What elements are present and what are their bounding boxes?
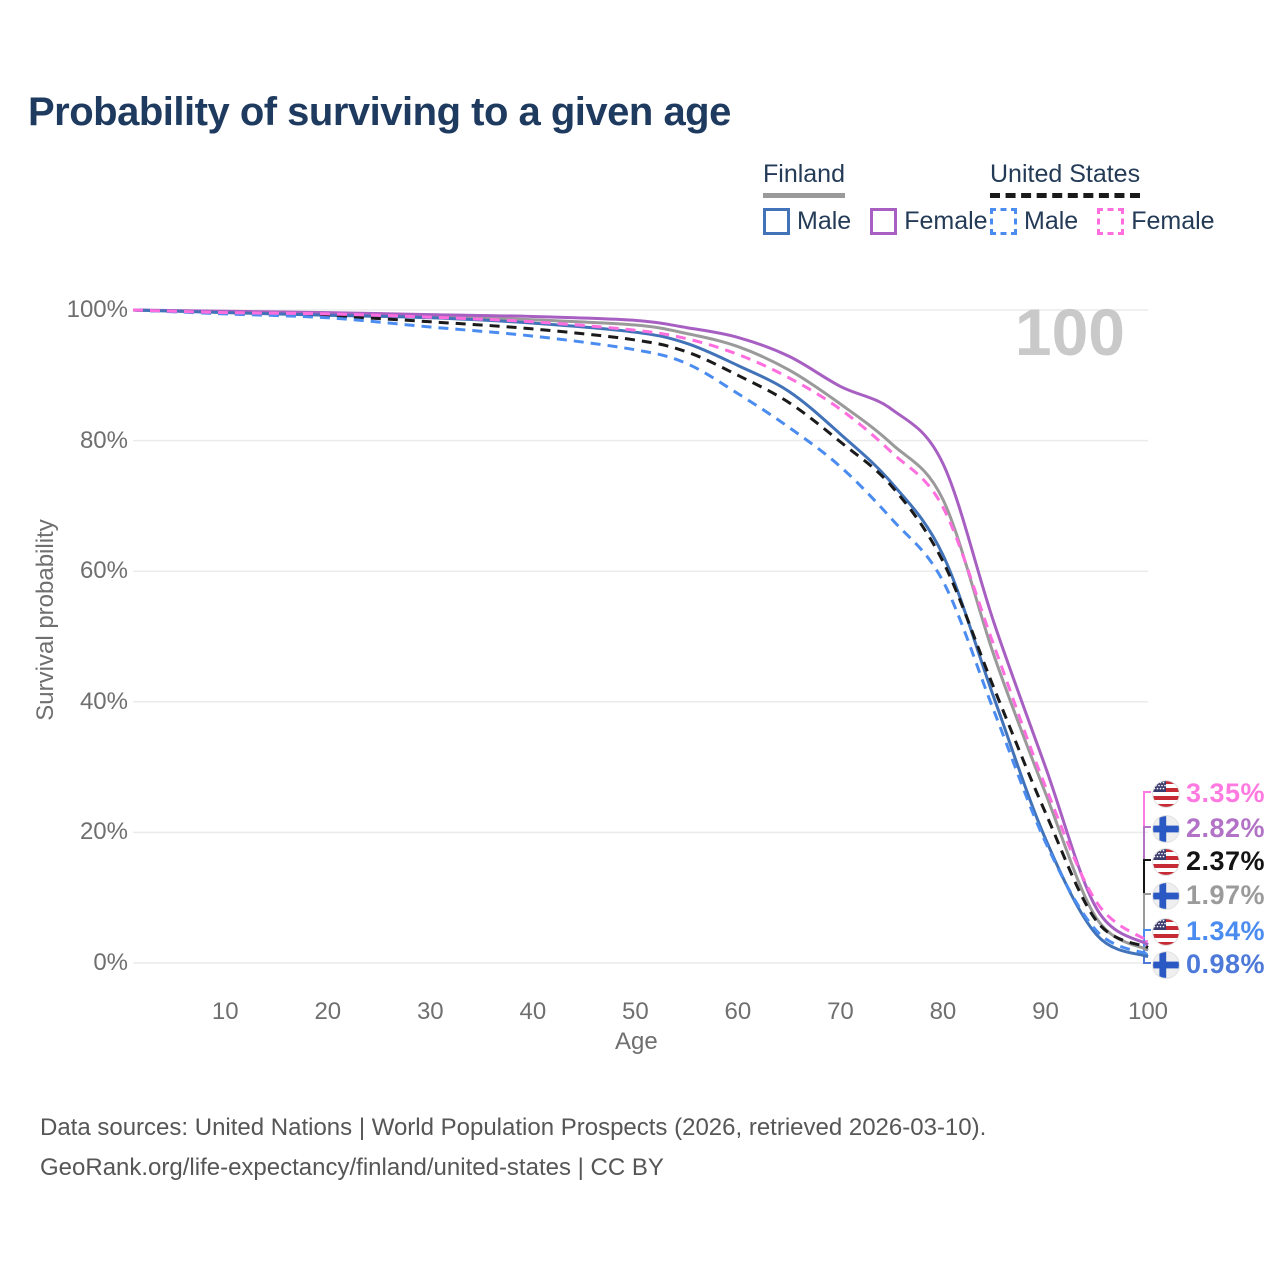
x-tick-100: 100 xyxy=(1127,998,1169,1025)
finland-flag-icon xyxy=(1152,814,1180,843)
x-tick-40: 40 xyxy=(519,998,547,1025)
y-tick-40: 40% xyxy=(79,687,128,715)
legend-label-us-female[interactable]: Female xyxy=(1131,207,1215,235)
chart-title: Probability of surviving to a given age xyxy=(28,90,731,134)
legend-header-united-states[interactable]: United States xyxy=(990,160,1141,198)
x-tick-50: 50 xyxy=(622,998,649,1025)
x-tick-70: 70 xyxy=(827,998,854,1025)
end-label-us-total: 2.37% xyxy=(1152,846,1265,877)
footer: Data sources: United Nations | World Pop… xyxy=(40,1108,986,1188)
legend-swatch-us-female[interactable] xyxy=(1097,208,1125,235)
y-tick-80: 80% xyxy=(79,426,128,454)
end-label-value: 1.97% xyxy=(1186,880,1266,910)
curve-us-male[interactable] xyxy=(132,308,1149,956)
x-axis-title: Age xyxy=(615,1028,658,1055)
end-label-us-female: 3.35% xyxy=(1152,778,1265,809)
x-tick-10: 10 xyxy=(211,998,239,1025)
y-tick-20: 20% xyxy=(79,818,128,846)
us-flag-icon xyxy=(1152,779,1180,808)
legend-header-finland[interactable]: Finland xyxy=(763,160,845,198)
end-label-value: 0.98% xyxy=(1186,949,1266,979)
legend-swatch-finland-female[interactable] xyxy=(870,208,898,235)
curve-us-total[interactable] xyxy=(132,308,1149,949)
footer-url-line: GeoRank.org/life-expectancy/finland/unit… xyxy=(40,1154,664,1181)
curve-us-female[interactable] xyxy=(132,308,1149,943)
x-tick-80: 80 xyxy=(929,998,957,1025)
legend-label-finland-female[interactable]: Female xyxy=(904,207,988,235)
legend-swatch-finland-male[interactable] xyxy=(763,208,790,235)
legend-label-finland-male[interactable]: Male xyxy=(797,207,852,235)
x-tick-60: 60 xyxy=(724,998,752,1025)
finland-flag-icon xyxy=(1152,950,1180,979)
leader-line-us_female xyxy=(1143,791,1151,943)
x-tick-90: 90 xyxy=(1032,998,1059,1025)
end-label-value: 2.82% xyxy=(1186,813,1266,843)
y-tick-0: 0% xyxy=(93,949,128,976)
end-label-fi-female: 2.82% xyxy=(1152,813,1265,844)
x-tick-20: 20 xyxy=(314,998,342,1025)
age-indicator-watermark: 100 xyxy=(1014,295,1125,369)
legend-group-united-states: United States Male Female xyxy=(990,160,1215,236)
y-tick-60: 60% xyxy=(79,557,128,585)
footer-source-line: Data sources: United Nations | World Pop… xyxy=(40,1114,987,1141)
end-label-value: 3.35% xyxy=(1186,778,1266,808)
end-label-value: 1.34% xyxy=(1186,916,1266,946)
end-label-fi-total: 1.97% xyxy=(1152,880,1265,911)
curve-fi-male[interactable] xyxy=(132,308,1149,959)
us-flag-icon xyxy=(1152,917,1180,946)
legend-group-finland: Finland Male Female xyxy=(763,160,988,236)
end-label-us-male: 1.34% xyxy=(1152,916,1265,947)
curve-fi-female[interactable] xyxy=(132,308,1149,946)
finland-flag-icon xyxy=(1152,881,1180,910)
legend-swatch-us-male[interactable] xyxy=(990,208,1017,235)
end-label-value: 2.37% xyxy=(1186,846,1266,876)
end-label-fi-male: 0.98% xyxy=(1152,949,1265,980)
leader-line-fi_female xyxy=(1143,826,1151,946)
x-tick-30: 30 xyxy=(416,998,444,1025)
y-tick-100: 100% xyxy=(66,296,128,323)
leader-line-us_total xyxy=(1143,859,1151,949)
legend-label-us-male[interactable]: Male xyxy=(1024,207,1079,235)
us-flag-icon xyxy=(1152,847,1180,876)
